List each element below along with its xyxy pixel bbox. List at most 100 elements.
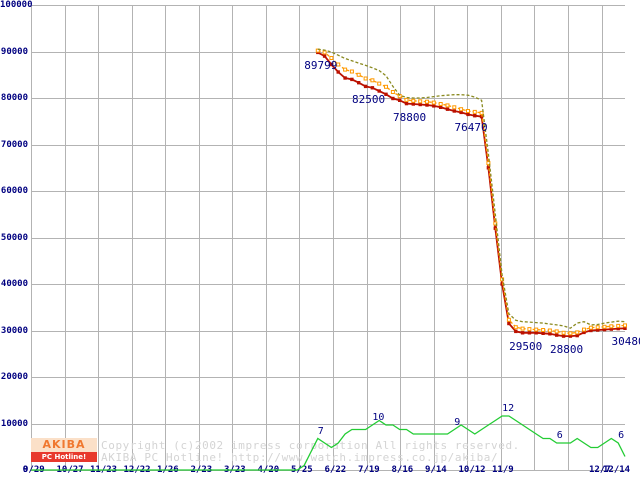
series-marker-min-price <box>452 109 456 113</box>
series-marker-average-price <box>390 90 395 94</box>
shop-count-value-label: 12 <box>502 403 515 414</box>
series-marker-min-price <box>329 62 334 67</box>
series-marker-min-price <box>602 327 607 332</box>
series-marker-average-price <box>349 69 354 74</box>
shop-count-value-label: 7 <box>317 425 324 437</box>
grid-vline <box>31 5 32 470</box>
series-marker-average-price <box>534 327 539 332</box>
grid-vline <box>602 5 603 470</box>
price-value-label: 28800 <box>550 343 584 357</box>
grid-hline <box>31 377 625 378</box>
series-marker-average-price <box>425 99 429 104</box>
y-axis-tick-label: 20000 <box>0 372 28 382</box>
series-marker-average-price <box>486 161 491 166</box>
series-marker-min-price <box>363 84 368 89</box>
series-marker-min-price <box>370 86 375 90</box>
x-axis-tick-label: 7/19 <box>358 465 380 475</box>
x-axis-tick-label: 12/14 <box>603 465 631 475</box>
series-marker-min-price <box>418 102 422 107</box>
y-axis-tick-label: 70000 <box>0 140 28 150</box>
series-marker-min-price <box>391 96 395 101</box>
watermark-copyright-line2: AKIBA PC Hotline! http://www.watch.impre… <box>101 451 499 464</box>
x-axis-tick-label: 6/22 <box>324 465 347 475</box>
grid-vline <box>199 5 200 470</box>
series-marker-average-price <box>472 109 477 114</box>
series-marker-average-price <box>541 328 546 332</box>
series-marker-min-price <box>609 327 613 331</box>
grid-hline <box>31 5 625 6</box>
series-line-average-price <box>317 49 626 334</box>
price-value-label: 82500 <box>352 93 386 107</box>
series-marker-average-price <box>595 325 600 330</box>
series-marker-min-price <box>384 92 388 96</box>
series-marker-average-price <box>623 323 627 328</box>
series-marker-average-price <box>384 84 388 89</box>
shop-count-value-label: 6 <box>618 430 625 441</box>
series-marker-min-price <box>357 81 361 85</box>
series-marker-min-price <box>466 112 470 117</box>
series-marker-min-price <box>582 330 586 335</box>
y-axis-tick-label: 60000 <box>0 186 28 196</box>
series-marker-average-price <box>520 326 525 331</box>
series-marker-average-price <box>609 324 614 329</box>
watermark-copyright-line1: Copyright (c)2002 impress corporation Al… <box>101 439 520 452</box>
grid-vline <box>400 5 401 470</box>
series-marker-average-price <box>315 48 320 53</box>
series-marker-average-price <box>466 109 470 113</box>
x-axis-tick-label: 9/14 <box>425 465 447 475</box>
price-value-label: 29500 <box>509 339 543 353</box>
series-marker-average-price <box>513 325 518 330</box>
akiba-logo-top: AKIBA <box>42 438 86 451</box>
grid-vline <box>434 5 435 470</box>
series-marker-average-price <box>582 327 586 332</box>
grid-vline <box>232 5 233 470</box>
price-value-label: 76470 <box>454 121 488 135</box>
series-marker-min-price <box>377 89 381 93</box>
series-marker-min-price <box>527 331 532 335</box>
x-axis-tick-label: 10/12 <box>458 465 486 475</box>
y-axis-tick-label: 40000 <box>0 279 28 289</box>
series-marker-min-price <box>596 328 600 332</box>
akiba-logo: AKIBA PC Hotline! <box>31 438 97 462</box>
series-marker-average-price <box>329 56 334 60</box>
series-marker-min-price <box>343 76 347 80</box>
grid-vline <box>467 5 468 470</box>
series-marker-min-price <box>439 105 443 109</box>
grid-hline <box>31 52 625 53</box>
y-axis-tick-label: 80000 <box>0 93 28 103</box>
series-marker-average-price <box>336 62 341 67</box>
akiba-logo-bottom: PC Hotline! <box>31 452 97 462</box>
series-marker-average-price <box>363 76 368 81</box>
series-marker-average-price <box>506 317 511 322</box>
series-marker-min-price <box>336 70 340 74</box>
series-marker-average-price <box>356 72 361 77</box>
grid-hline <box>31 98 625 99</box>
shop-count-value-label: 10 <box>372 412 385 423</box>
series-marker-min-price <box>616 326 620 331</box>
x-axis-tick-label: 12/7 <box>589 465 611 475</box>
series-marker-min-price <box>520 331 525 335</box>
series-marker-average-price <box>479 110 484 115</box>
series-marker-average-price <box>547 328 552 333</box>
x-axis-tick-label: 11/9 <box>492 465 514 475</box>
grid-vline <box>367 5 368 470</box>
series-marker-min-price <box>445 107 450 111</box>
series-marker-min-price <box>575 333 579 338</box>
series-marker-min-price <box>534 331 538 335</box>
grid-vline <box>165 5 166 470</box>
grid-vline <box>568 5 569 470</box>
series-marker-min-price <box>398 98 402 102</box>
series-marker-average-price <box>418 99 423 104</box>
grid-vline <box>501 5 502 470</box>
y-axis-tick-label: 10000 <box>0 419 28 429</box>
series-marker-min-price <box>561 334 566 338</box>
series-marker-min-price <box>411 102 415 106</box>
grid-hline <box>31 191 625 192</box>
x-axis-tick-label: 5/25 <box>291 465 313 475</box>
series-marker-min-price <box>623 326 627 330</box>
series-marker-min-price <box>473 114 477 118</box>
grid-hline <box>31 238 625 239</box>
series-marker-min-price <box>514 329 518 334</box>
grid-vline <box>98 5 99 470</box>
